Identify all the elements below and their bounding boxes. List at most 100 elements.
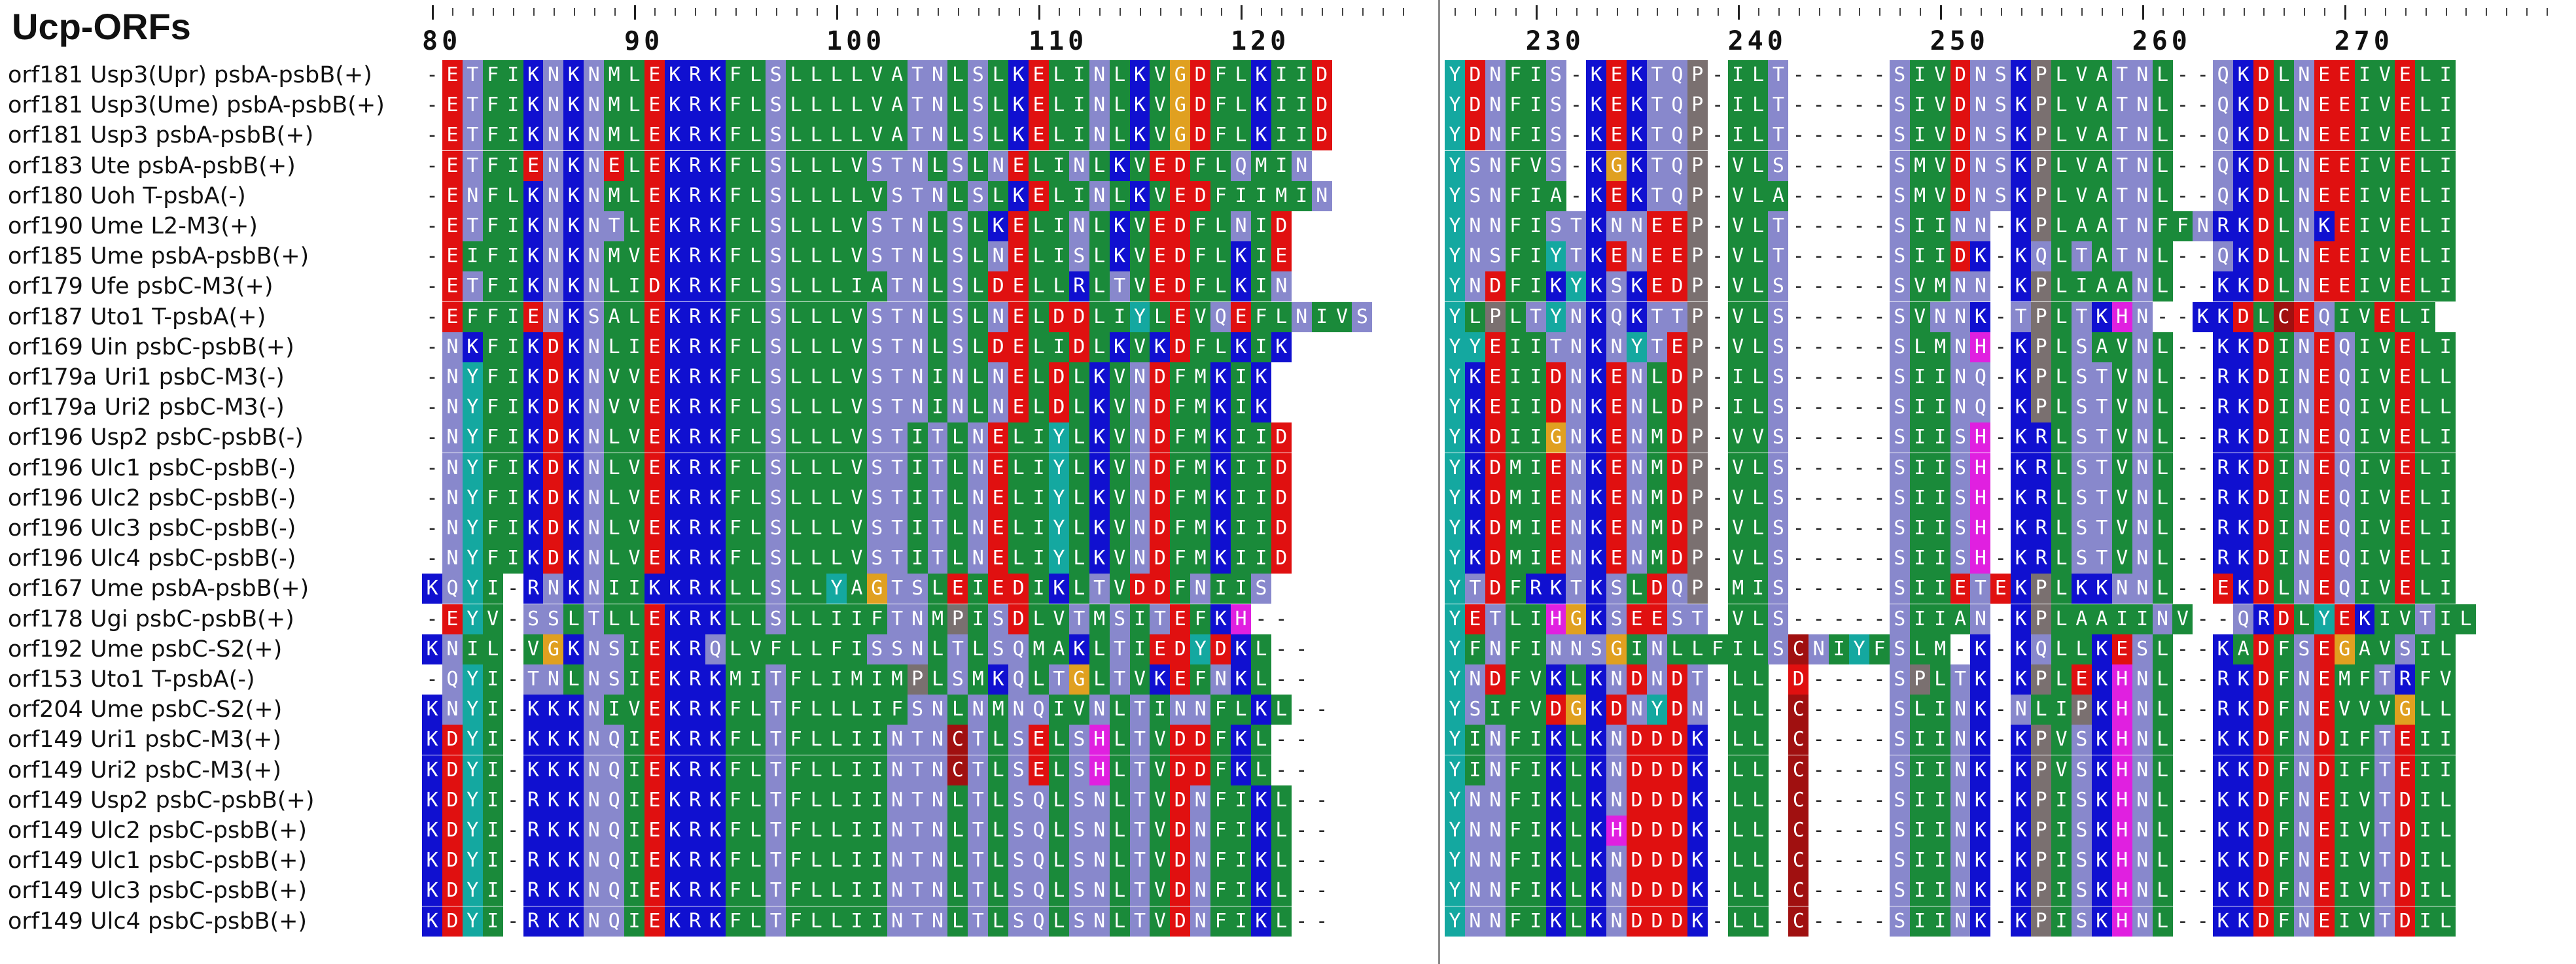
- sequence-name[interactable]: orf192 Ume psbC-S2(+): [8, 636, 283, 663]
- residue-cell: S: [1586, 634, 1607, 664]
- residue-cell: L: [786, 60, 807, 90]
- residue-cell: K: [1210, 513, 1231, 543]
- residue-cell: L: [2071, 634, 2092, 664]
- residue-cell: F: [482, 483, 503, 513]
- residue-cell: F: [1170, 453, 1191, 483]
- sequence-name[interactable]: orf149 Ulc3 psbC-psbB(+): [8, 878, 308, 904]
- residue-cell: E: [1950, 574, 1971, 604]
- residue-cell: D: [1485, 453, 1506, 483]
- residue-cell: N: [1089, 695, 1110, 725]
- sequence-name[interactable]: orf149 Uri1 psbC-M3(+): [8, 727, 282, 753]
- sequence-name[interactable]: orf196 Ulc3 psbC-psbB(-): [8, 515, 296, 542]
- residue-cell: K: [1250, 846, 1271, 876]
- sequence-name[interactable]: orf196 Ulc4 psbC-psbB(-): [8, 545, 296, 572]
- sequence-name[interactable]: orf190 Ume L2-M3(+): [8, 213, 258, 239]
- residue-cell: -: [1570, 94, 1582, 117]
- ruler-minor-tick: [1798, 8, 1800, 16]
- sequence-name[interactable]: orf149 Ulc4 psbC-psbB(+): [8, 908, 308, 935]
- sequence-name[interactable]: orf149 Uri2 psbC-M3(+): [8, 757, 282, 783]
- residue-cell: F: [1190, 332, 1211, 362]
- residue-cell: D: [1667, 876, 1687, 906]
- residue-cell: K: [1627, 120, 1648, 151]
- residue-cell: K: [664, 241, 685, 272]
- sequence-name[interactable]: orf153 Uto1 T-psbA(-): [8, 666, 255, 693]
- residue-cell: -: [2176, 819, 2189, 842]
- residue-cell: I: [1930, 483, 1950, 513]
- sequence-name[interactable]: orf181 Usp3(Ume) psbA-psbB(+): [8, 92, 385, 119]
- residue-cell: L: [624, 150, 644, 181]
- residue-cell: K: [523, 211, 544, 241]
- sequence-name[interactable]: orf149 Ulc2 psbC-psbB(+): [8, 818, 308, 844]
- residue-cell: I: [1525, 271, 1546, 302]
- residue-cell: L: [988, 846, 1009, 876]
- sequence-name[interactable]: orf178 Ugi psbC-psbB(+): [8, 606, 294, 632]
- sequence-name[interactable]: orf179 Ufe psbC-M3(+): [8, 273, 273, 300]
- residue-cell: K: [1231, 755, 1251, 785]
- residue-cell: D: [1190, 90, 1211, 121]
- residue-cell: S: [968, 60, 989, 90]
- sequence-name[interactable]: orf169 Uin psbC-psbB(+): [8, 334, 294, 360]
- sequence-name[interactable]: orf149 Usp2 psbC-psbB(+): [8, 787, 315, 814]
- residue-cell: N: [584, 60, 605, 90]
- sequence-name[interactable]: orf181 Usp3 psbA-psbB(+): [8, 122, 314, 149]
- residue-cell: L: [1109, 725, 1130, 755]
- sequence-name[interactable]: orf167 Ume psbA-psbB(+): [8, 576, 309, 602]
- residue-cell: L: [1048, 876, 1069, 906]
- residue-cell: L: [1008, 513, 1029, 543]
- residue-cell: N: [1647, 634, 1667, 664]
- residue-cell: L: [745, 181, 766, 211]
- sequence-name[interactable]: orf196 Usp2 psbC-psbB(-): [8, 424, 304, 451]
- residue-cell: L: [2051, 60, 2072, 90]
- residue-cell: R: [523, 876, 544, 906]
- residue-cell: K: [523, 725, 544, 755]
- sequence-name[interactable]: orf180 Uoh T-psbA(-): [8, 182, 246, 209]
- residue-cell: N: [2293, 120, 2314, 151]
- sequence-name[interactable]: orf179a Uri1 psbC-M3(-): [8, 364, 285, 390]
- residue-cell: N: [968, 483, 989, 513]
- residue-cell: Q: [2213, 150, 2234, 181]
- residue-cell: N: [1271, 271, 1292, 302]
- residue-cell: -: [1853, 63, 1865, 86]
- residue-cell: Q: [2334, 453, 2355, 483]
- residue-cell: F: [1170, 513, 1191, 543]
- residue-cell: V: [846, 301, 867, 332]
- sequence-name[interactable]: orf196 Ulc2 psbC-psbB(-): [8, 485, 296, 511]
- residue-cell: -: [1853, 275, 1865, 298]
- residue-cell: N: [1485, 211, 1506, 241]
- sequence-name[interactable]: orf181 Usp3(Upr) psbA-psbB(+): [8, 62, 372, 88]
- sequence-name[interactable]: orf196 Ulc1 psbC-psbB(-): [8, 455, 296, 481]
- residue-cell: K: [422, 695, 442, 725]
- residue-cell: -: [426, 154, 438, 177]
- residue-cell: L: [2152, 362, 2173, 392]
- residue-cell: S: [766, 513, 786, 543]
- residue-cell: -: [1873, 456, 1886, 479]
- residue-cell: R: [2395, 664, 2416, 695]
- sequence-name[interactable]: orf179a Uri2 psbC-M3(-): [8, 394, 285, 421]
- residue-cell: I: [1930, 755, 1950, 785]
- residue-cell: E: [1008, 362, 1029, 392]
- residue-cell: I: [2354, 271, 2375, 302]
- residue-cell: L: [786, 483, 807, 513]
- residue-cell: -: [507, 698, 520, 721]
- residue-cell: R: [2253, 604, 2274, 634]
- residue-cell: M: [988, 695, 1009, 725]
- residue-cell: H: [1970, 422, 1991, 453]
- residue-cell: E: [988, 574, 1009, 604]
- sequence-name[interactable]: orf149 Ulc1 psbC-psbB(+): [8, 848, 308, 874]
- residue-cell: F: [482, 271, 503, 302]
- sequence-name[interactable]: orf183 Ute psbA-psbB(+): [8, 152, 296, 179]
- residue-cell: I: [503, 241, 523, 272]
- residue-cell: N: [1464, 906, 1485, 937]
- sequence-name[interactable]: orf204 Ume psbC-S2(+): [8, 697, 283, 723]
- sequence-name[interactable]: orf187 Uto1 T-psbA(+): [8, 303, 266, 330]
- residue-cell: L: [2051, 301, 2072, 332]
- residue-cell: F: [826, 634, 847, 664]
- sequence-name[interactable]: orf185 Ume psbA-psbB(+): [8, 243, 309, 270]
- residue-cell: -: [1812, 245, 1825, 268]
- residue-cell: L: [786, 241, 807, 272]
- residue-cell: D: [1667, 846, 1687, 876]
